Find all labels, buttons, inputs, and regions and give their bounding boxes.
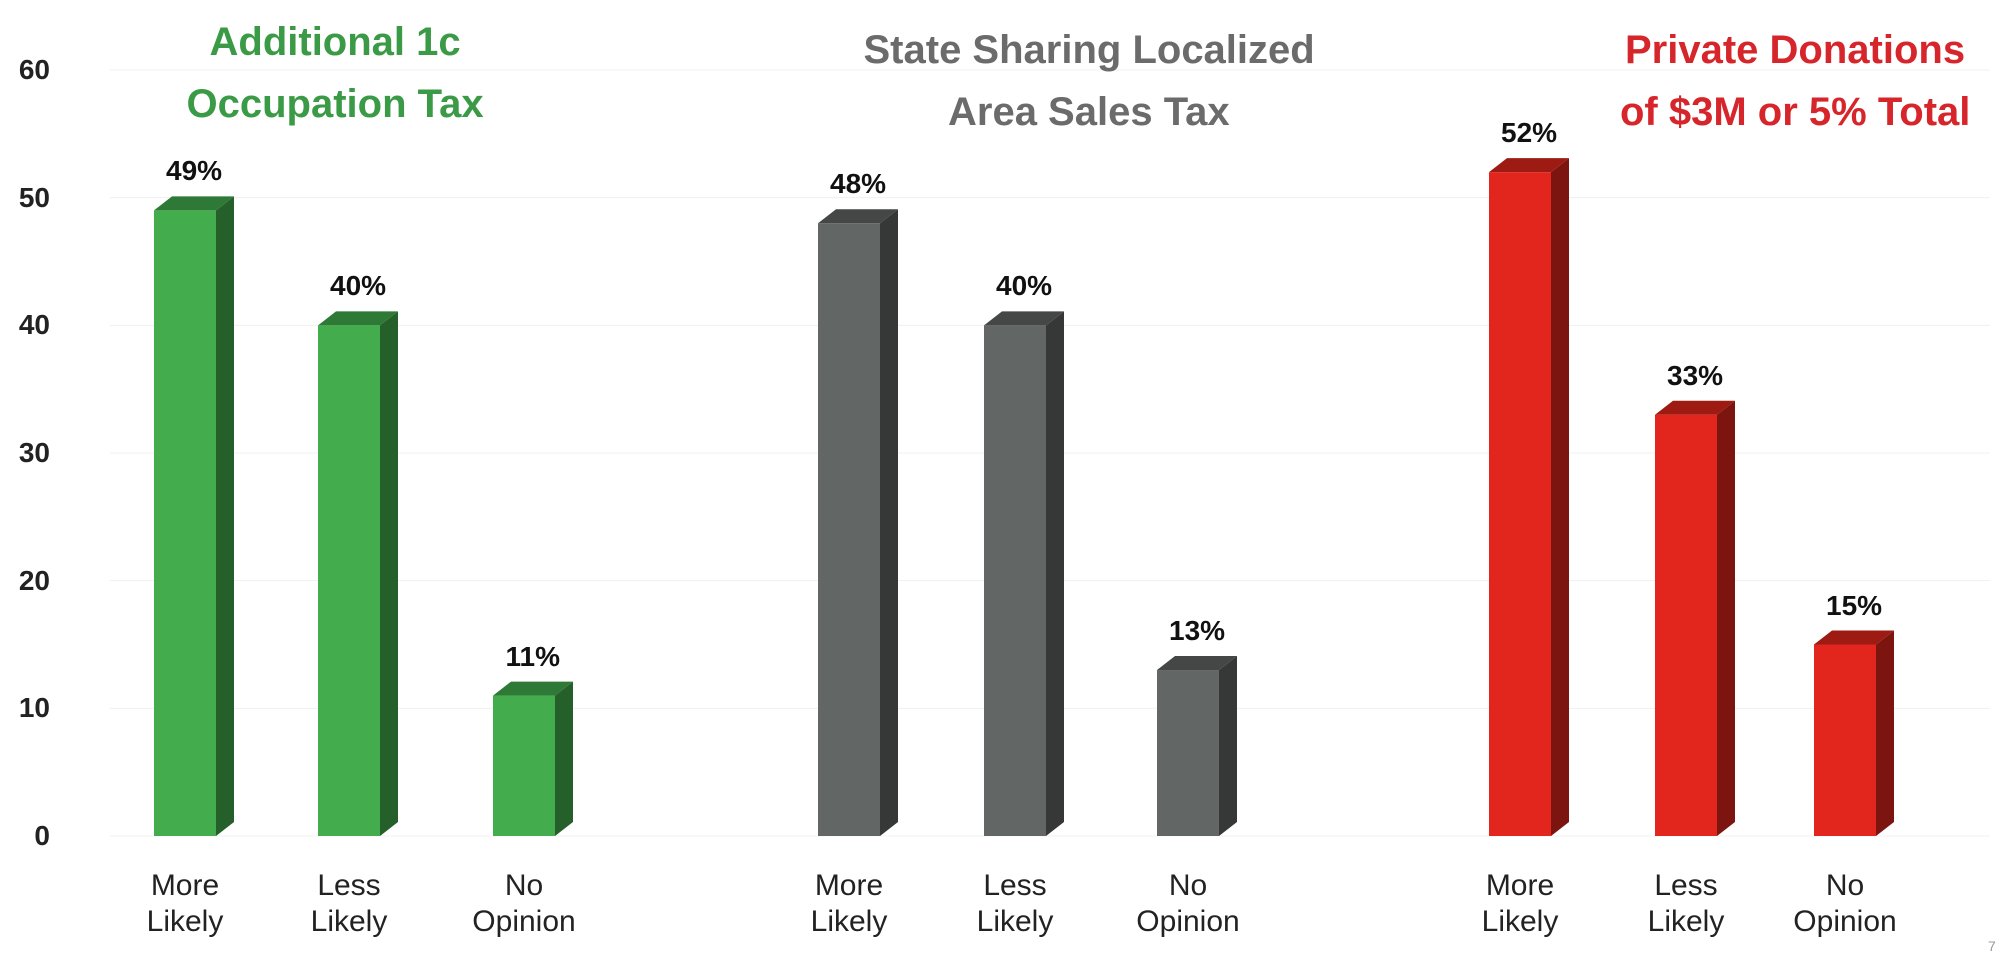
chart-title: Area Sales Tax: [948, 90, 1230, 134]
x-tick-label: No Opinion: [1136, 869, 1240, 938]
bar-top: [154, 196, 234, 211]
bar-top: [1489, 158, 1569, 173]
bar-side: [216, 196, 234, 836]
bar-top: [1157, 656, 1237, 671]
x-tick-label: No Opinion: [1793, 869, 1897, 938]
bar-side: [1551, 158, 1569, 837]
bar-side: [1717, 400, 1735, 836]
bar-top: [984, 311, 1064, 326]
value-label: 49%: [166, 155, 223, 187]
page-number: 7: [1988, 938, 1996, 954]
bar-top: [318, 311, 398, 326]
chart-title: Occupation Tax: [186, 82, 484, 126]
y-tick-label: 0: [34, 820, 50, 851]
bar-side: [1876, 630, 1894, 836]
bar-side: [1046, 311, 1064, 836]
bar-top: [493, 681, 573, 696]
bar-top: [1814, 630, 1894, 645]
x-tick-label: Less Likely: [1647, 869, 1725, 938]
bar-side: [380, 311, 398, 836]
bar-side: [555, 681, 573, 836]
bar: [493, 695, 555, 836]
bar-top: [818, 209, 898, 224]
value-label: 11%: [505, 640, 561, 672]
bar: [318, 325, 380, 836]
bar: [984, 325, 1046, 836]
bar: [1814, 644, 1876, 836]
value-label: 48%: [830, 168, 887, 200]
y-tick-label: 40: [18, 309, 50, 341]
x-tick-label: Less Likely: [310, 869, 388, 938]
y-tick-label: 30: [18, 437, 50, 468]
chart-title: Private Donations: [1625, 28, 1966, 72]
bar-top: [1655, 400, 1735, 415]
x-tick-label: No Opinion: [472, 869, 576, 938]
value-label: 40%: [330, 270, 387, 302]
value-label: 33%: [1667, 359, 1724, 391]
chart-title: State Sharing Localized: [863, 28, 1315, 72]
bar: [1157, 670, 1219, 836]
y-tick-label: 60: [18, 54, 50, 85]
value-label: 15%: [1826, 589, 1883, 621]
bar-side: [880, 209, 898, 836]
chart-title: of $3M or 5% Total: [1620, 90, 1971, 134]
value-label: 52%: [1501, 117, 1558, 149]
value-label: 40%: [996, 270, 1053, 302]
bar: [1655, 414, 1717, 836]
y-tick-label: 20: [18, 564, 50, 596]
x-tick-label: More Likely: [1481, 869, 1559, 938]
y-tick-label: 10: [18, 692, 50, 724]
x-tick-label: Less Likely: [976, 869, 1054, 938]
x-tick-label: More Likely: [810, 869, 888, 938]
x-tick-label: More Likely: [146, 869, 224, 938]
chart-title: Additional 1c: [209, 20, 461, 64]
value-label: 13%: [1169, 615, 1226, 647]
bar-side: [1219, 656, 1237, 836]
bar: [154, 210, 216, 836]
bar: [1489, 172, 1551, 837]
y-tick-label: 50: [18, 181, 50, 213]
bar: [818, 223, 880, 836]
